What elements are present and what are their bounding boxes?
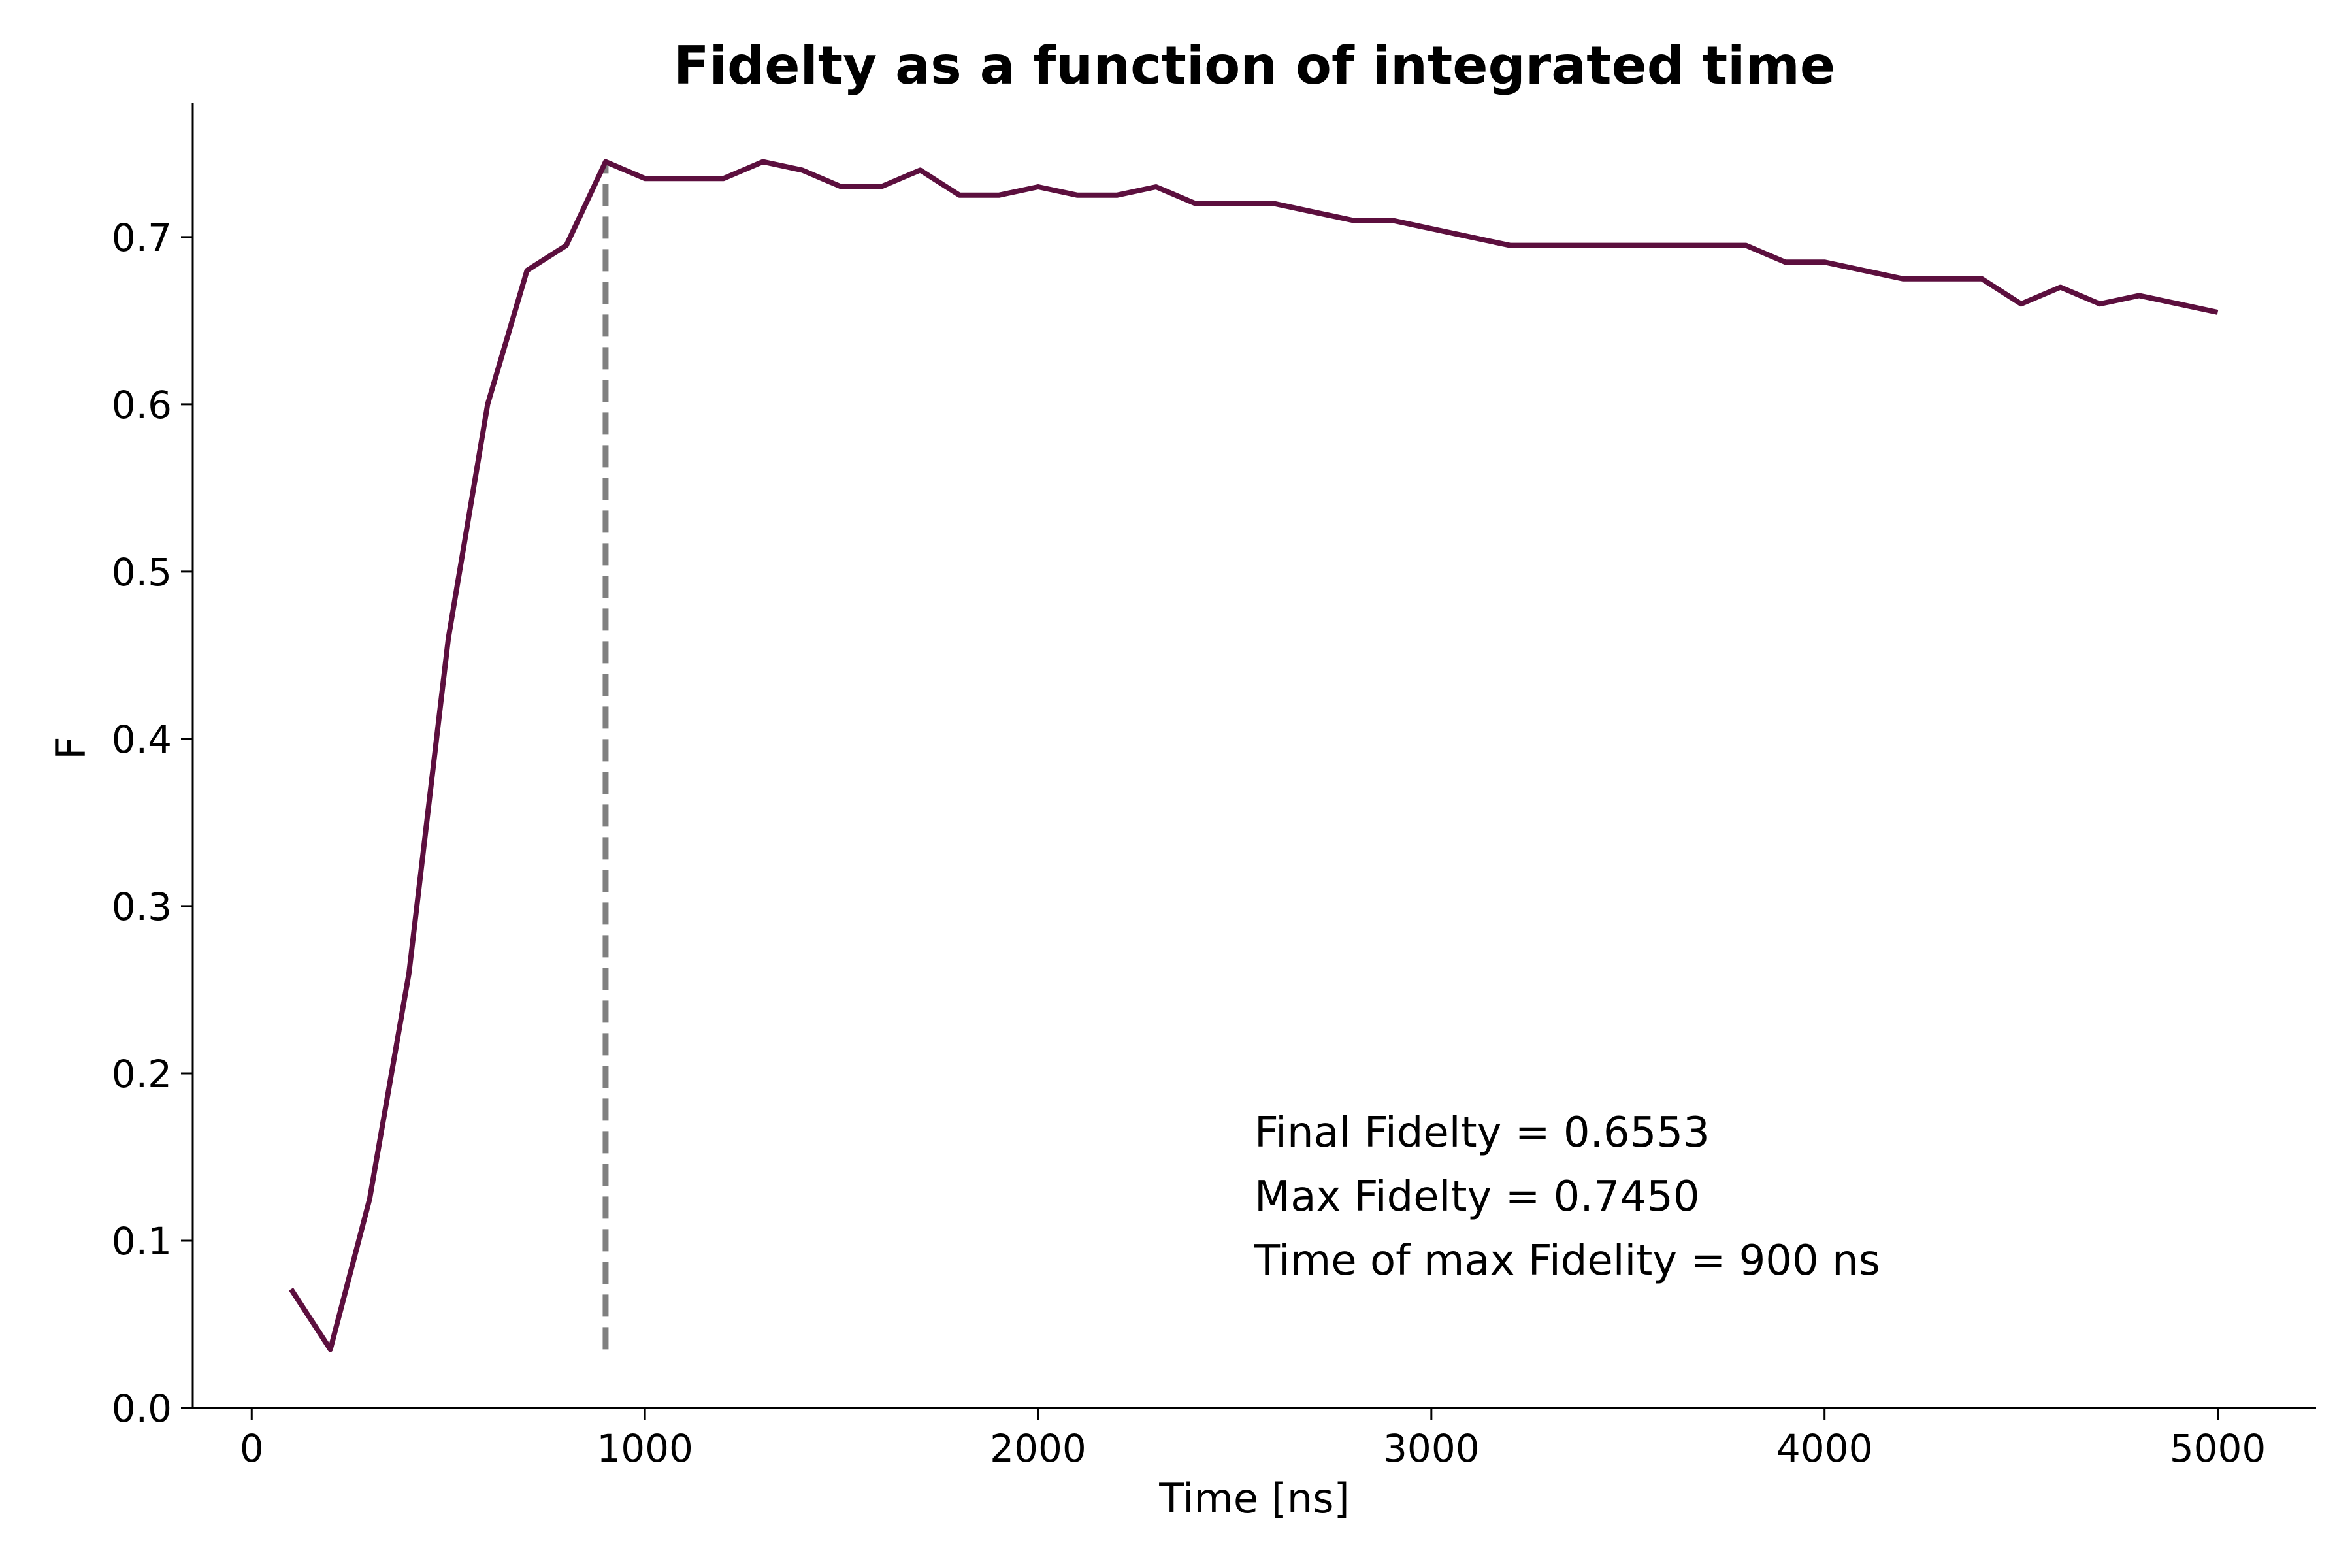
- x-tick-label: 4000: [1776, 1426, 1873, 1471]
- annotation-time-of-max: Time of max Fidelity = 900 ns: [1254, 1237, 1880, 1285]
- fidelity-series-line: [289, 159, 2219, 1352]
- x-tick-label: 0: [240, 1426, 264, 1471]
- annotation-max-fidelity: Max Fidelty = 0.7450: [1254, 1173, 1700, 1221]
- series-layer: [289, 159, 2219, 1352]
- y-tick-label: 0.3: [112, 885, 172, 929]
- y-tick-label: 0.6: [112, 383, 172, 427]
- y-axis-label: F: [47, 736, 95, 760]
- y-tick-label: 0.4: [112, 717, 172, 762]
- y-tick-label: 0.2: [112, 1052, 172, 1096]
- x-tick-label: 3000: [1383, 1426, 1480, 1471]
- annotation-final-fidelity: Final Fidelty = 0.6553: [1254, 1109, 1710, 1157]
- y-tick-label: 0.0: [112, 1386, 172, 1431]
- x-axis-label: Time [ns]: [1158, 1475, 1349, 1522]
- x-tick-label: 2000: [990, 1426, 1086, 1471]
- y-tick-label: 0.1: [112, 1219, 172, 1264]
- annotation-box: Final Fidelty = 0.6553 Max Fidelty = 0.7…: [1254, 1109, 1880, 1285]
- chart-title: Fidelty as a function of integrated time: [674, 35, 1835, 96]
- x-tick-label: 5000: [2170, 1426, 2266, 1471]
- y-tick-label: 0.7: [112, 216, 172, 260]
- x-tick-label: 1000: [596, 1426, 693, 1471]
- y-tick-label: 0.5: [112, 550, 172, 595]
- ticks-layer: 0 1000 2000 3000 4000 5000 0.0 0.1 0.2 0.3 0.4 0.5 0…: [112, 216, 2266, 1471]
